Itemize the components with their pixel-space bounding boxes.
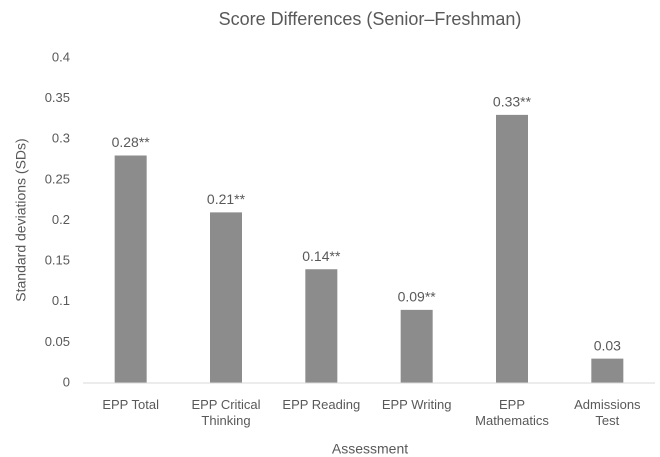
bar — [400, 309, 433, 383]
data-label: 0.09** — [398, 289, 437, 305]
data-label: 0.21** — [207, 191, 246, 207]
chart-title: Score Differences (Senior–Freshman) — [219, 9, 522, 29]
bar — [496, 114, 528, 383]
x-tick-label: EPP Total — [102, 397, 159, 412]
y-tick-label: 0.2 — [52, 212, 70, 227]
x-tick-label: EPP Reading — [282, 397, 361, 412]
y-tick-label: 0.4 — [52, 49, 70, 64]
bar — [210, 212, 242, 383]
bar — [114, 155, 147, 383]
data-label: 0.28** — [112, 134, 151, 150]
y-axis-label: Standard deviations (SDs) — [13, 138, 29, 301]
data-label: 0.03 — [594, 337, 621, 353]
y-tick-label: 0.15 — [45, 253, 70, 268]
y-tick-label: 0.35 — [45, 90, 70, 105]
x-axis-label: Assessment — [332, 441, 408, 457]
x-tick-label: EPP Mathematics — [475, 397, 549, 428]
y-tick-label: 0.05 — [45, 334, 70, 349]
x-tick-label: EPP Writing — [381, 397, 452, 412]
y-tick-label: 0 — [63, 374, 70, 389]
bar — [305, 269, 338, 383]
data-label: 0.33** — [493, 94, 532, 110]
bar — [591, 358, 624, 383]
x-tick-label: Admissions Test — [574, 397, 641, 428]
data-label: 0.14** — [302, 248, 341, 264]
y-tick-label: 0.1 — [52, 293, 70, 308]
x-tick-label: EPP Critical Thinking — [191, 397, 261, 428]
y-tick-label: 0.3 — [52, 131, 70, 146]
y-tick-label: 0.25 — [45, 171, 70, 186]
